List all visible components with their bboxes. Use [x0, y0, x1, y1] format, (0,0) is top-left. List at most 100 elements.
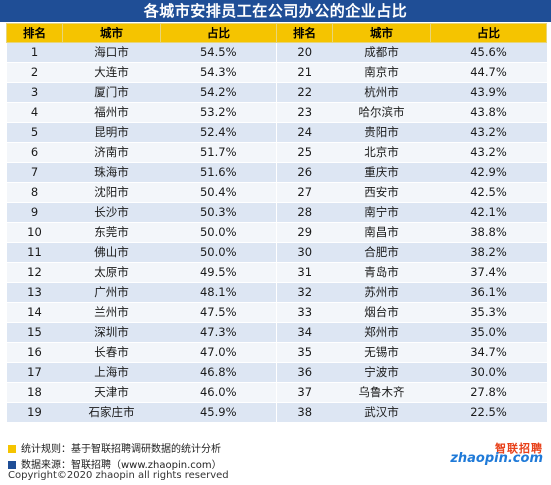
table-row: 12 太原市 49.5% 31 青岛市 37.4%	[6, 262, 547, 283]
city-cell: 郑州市	[332, 322, 431, 343]
header-share-right: 占比	[430, 23, 547, 43]
share-cell: 43.8%	[430, 102, 547, 123]
footer-source-text: 数据来源：智联招聘（www.zhaopin.com）	[21, 460, 222, 471]
city-cell: 长春市	[62, 342, 161, 363]
rank-cell: 5	[6, 122, 63, 143]
rank-cell: 33	[276, 302, 333, 323]
city-cell: 南宁市	[332, 202, 431, 223]
city-cell: 南京市	[332, 62, 431, 83]
share-cell: 42.1%	[430, 202, 547, 223]
city-cell: 济南市	[62, 142, 161, 163]
share-cell: 54.5%	[160, 42, 277, 63]
city-cell: 哈尔滨市	[332, 102, 431, 123]
rank-cell: 3	[6, 82, 63, 103]
city-cell: 青岛市	[332, 262, 431, 283]
rank-cell: 8	[6, 182, 63, 203]
table-row: 11 佛山市 50.0% 30 合肥市 38.2%	[6, 242, 547, 263]
city-cell: 苏州市	[332, 282, 431, 303]
city-cell: 无锡市	[332, 342, 431, 363]
city-cell: 沈阳市	[62, 182, 161, 203]
city-cell: 广州市	[62, 282, 161, 303]
city-cell: 佛山市	[62, 242, 161, 263]
share-cell: 51.7%	[160, 142, 277, 163]
rank-cell: 37	[276, 382, 333, 403]
rank-cell: 12	[6, 262, 63, 283]
share-cell: 47.0%	[160, 342, 277, 363]
table-row: 10 东莞市 50.0% 29 南昌市 38.8%	[6, 222, 547, 243]
rank-cell: 7	[6, 162, 63, 183]
table-row: 16 长春市 47.0% 35 无锡市 34.7%	[6, 342, 547, 363]
city-cell: 兰州市	[62, 302, 161, 323]
share-cell: 48.1%	[160, 282, 277, 303]
city-cell: 杭州市	[332, 82, 431, 103]
city-cell: 珠海市	[62, 162, 161, 183]
city-cell: 海口市	[62, 42, 161, 63]
rank-cell: 18	[6, 382, 63, 403]
header-share-left: 占比	[160, 23, 277, 43]
table-row: 1 海口市 54.5% 20 成都市 45.6%	[6, 42, 547, 63]
city-cell: 成都市	[332, 42, 431, 63]
city-cell: 合肥市	[332, 242, 431, 263]
header-rank-left: 排名	[6, 23, 63, 43]
rank-cell: 15	[6, 322, 63, 343]
rank-cell: 26	[276, 162, 333, 183]
share-cell: 46.0%	[160, 382, 277, 403]
table-header-row: 排名 城市 占比 排名 城市 占比	[6, 23, 547, 43]
rank-cell: 31	[276, 262, 333, 283]
table-row: 8 沈阳市 50.4% 27 西安市 42.5%	[6, 182, 547, 203]
city-cell: 乌鲁木齐	[332, 382, 431, 403]
rank-cell: 21	[276, 62, 333, 83]
header-city-left: 城市	[62, 23, 161, 43]
table-row: 18 天津市 46.0% 37 乌鲁木齐 27.8%	[6, 382, 547, 403]
footer-rule-text: 统计规则：基于智联招聘调研数据的统计分析	[21, 444, 221, 455]
rank-cell: 13	[6, 282, 63, 303]
header-city-right: 城市	[332, 23, 431, 43]
rank-cell: 23	[276, 102, 333, 123]
share-cell: 43.2%	[430, 142, 547, 163]
table-row: 6 济南市 51.7% 25 北京市 43.2%	[6, 142, 547, 163]
city-cell: 大连市	[62, 62, 161, 83]
city-cell: 西安市	[332, 182, 431, 203]
share-cell: 44.7%	[430, 62, 547, 83]
share-cell: 43.2%	[430, 122, 547, 143]
rank-cell: 6	[6, 142, 63, 163]
ranking-table: 排名 城市 占比 排名 城市 占比 1 海口市 54.5% 20 成都市 45.6% 2 大连…	[6, 23, 547, 422]
rank-cell: 4	[6, 102, 63, 123]
city-cell: 福州市	[62, 102, 161, 123]
share-cell: 50.3%	[160, 202, 277, 223]
share-cell: 35.3%	[430, 302, 547, 323]
header-rank-right: 排名	[276, 23, 333, 43]
rank-cell: 28	[276, 202, 333, 223]
share-cell: 34.7%	[430, 342, 547, 363]
rank-cell: 20	[276, 42, 333, 63]
table-row: 19 石家庄市 45.9% 38 武汉市 22.5%	[6, 402, 547, 422]
rank-cell: 2	[6, 62, 63, 83]
city-cell: 东莞市	[62, 222, 161, 243]
share-cell: 38.8%	[430, 222, 547, 243]
city-cell: 深圳市	[62, 322, 161, 343]
city-cell: 厦门市	[62, 82, 161, 103]
share-cell: 54.2%	[160, 82, 277, 103]
page-title: 各城市安排员工在公司办公的企业占比	[0, 0, 551, 22]
city-cell: 烟台市	[332, 302, 431, 323]
rank-cell: 1	[6, 42, 63, 63]
share-cell: 45.9%	[160, 402, 277, 422]
table-row: 4 福州市 53.2% 23 哈尔滨市 43.8%	[6, 102, 547, 123]
rank-cell: 16	[6, 342, 63, 363]
logo-text-cn: 智联招聘	[495, 442, 543, 455]
city-cell: 太原市	[62, 262, 161, 283]
share-cell: 46.8%	[160, 362, 277, 383]
rank-cell: 9	[6, 202, 63, 223]
rank-cell: 10	[6, 222, 63, 243]
city-cell: 昆明市	[62, 122, 161, 143]
rank-cell: 36	[276, 362, 333, 383]
table-body: 1 海口市 54.5% 20 成都市 45.6% 2 大连市 54.3% 21 南京市 44.7% 3 厦…	[6, 42, 547, 422]
share-cell: 49.5%	[160, 262, 277, 283]
rule-marker	[8, 445, 16, 453]
source-marker	[8, 461, 16, 469]
table-row: 14 兰州市 47.5% 33 烟台市 35.3%	[6, 302, 547, 323]
share-cell: 54.3%	[160, 62, 277, 83]
share-cell: 51.6%	[160, 162, 277, 183]
table-row: 13 广州市 48.1% 32 苏州市 36.1%	[6, 282, 547, 303]
